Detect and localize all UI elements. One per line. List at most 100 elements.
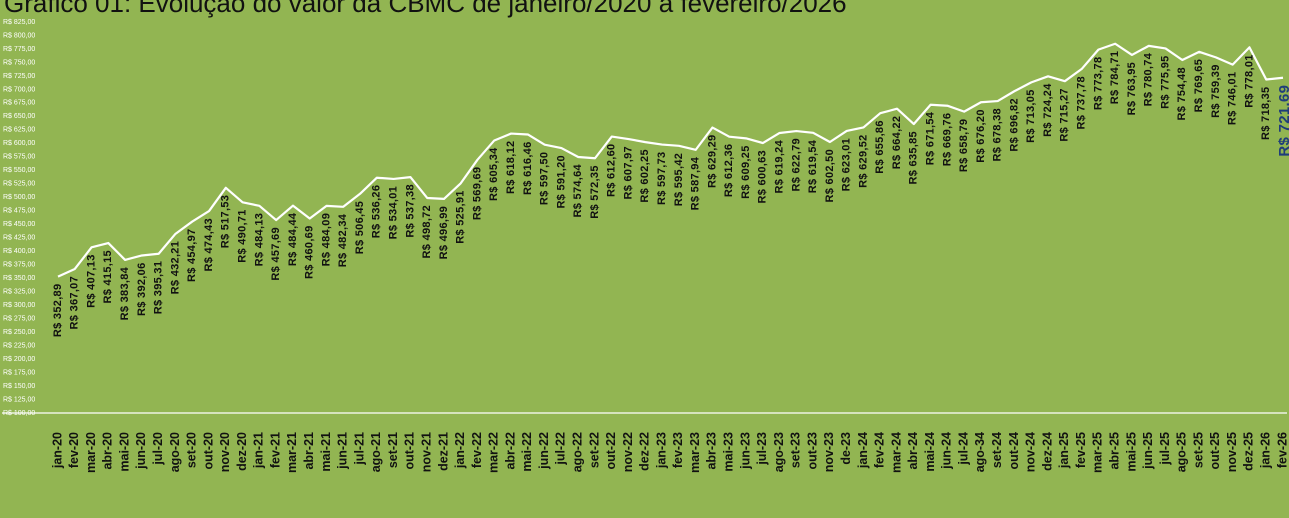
y-tick-label: R$ 775,00	[3, 46, 35, 53]
x-tick-label: jul-21	[352, 432, 366, 466]
data-label: R$ 597,50	[539, 152, 551, 205]
data-label: R$ 607,97	[622, 146, 634, 199]
y-tick-label: R$ 275,00	[3, 315, 35, 322]
x-tick-label: nov-20	[218, 432, 232, 472]
x-tick-label: jan-21	[252, 432, 266, 469]
x-tick-label: out-22	[604, 432, 618, 470]
x-tick-label: mar-20	[84, 432, 98, 473]
y-tick-label: R$ 150,00	[3, 383, 35, 390]
y-tick-label: R$ 525,00	[3, 181, 35, 188]
data-label: R$ 763,95	[1126, 62, 1138, 115]
data-label: R$ 496,99	[438, 206, 450, 259]
x-tick-label: abr-20	[101, 432, 115, 470]
y-tick-label: R$ 550,00	[3, 167, 35, 174]
data-label: R$ 737,78	[1076, 76, 1088, 129]
data-label: R$ 773,78	[1092, 57, 1104, 110]
data-label: R$ 618,12	[505, 141, 517, 194]
data-label: R$ 534,01	[388, 186, 400, 239]
x-tick-label: fev-22	[470, 432, 484, 468]
x-tick-label: mai-25	[1124, 432, 1138, 472]
data-label: R$ 602,25	[639, 149, 651, 202]
data-label: R$ 595,42	[673, 153, 685, 206]
x-tick-label: de-23	[839, 432, 853, 465]
data-label: R$ 754,48	[1176, 67, 1188, 120]
x-tick-label: nov-24	[1024, 432, 1038, 472]
data-label: R$ 696,82	[1008, 98, 1020, 151]
y-tick-label: R$ 225,00	[3, 342, 35, 349]
x-tick-label: dez-24	[1040, 432, 1054, 471]
x-tick-label: mai-20	[117, 432, 131, 472]
x-tick-label: ago-22	[571, 432, 585, 472]
y-tick-label: R$ 250,00	[3, 329, 35, 336]
data-label: R$ 619,54	[807, 139, 819, 193]
x-tick-label: jun-24	[940, 432, 954, 470]
x-tick-label: fev-24	[873, 432, 887, 468]
x-tick-label: jan-20	[50, 432, 64, 469]
data-label: R$ 457,69	[270, 227, 282, 280]
x-tick-label: ago-34	[973, 432, 987, 472]
y-tick-label: R$ 400,00	[3, 248, 35, 255]
data-label: R$ 498,72	[421, 205, 433, 258]
data-label: R$ 612,36	[723, 144, 735, 197]
data-label: R$ 629,29	[706, 135, 718, 188]
x-tick-label: nov-23	[822, 432, 836, 472]
x-tick-label: fev-23	[671, 432, 685, 468]
x-tick-label: set-25	[1191, 432, 1205, 468]
data-label: R$ 597,73	[656, 152, 668, 205]
x-tick-label: mar-24	[889, 432, 903, 473]
x-tick-label: mar-23	[688, 432, 702, 473]
x-tick-label: jun-23	[738, 432, 752, 470]
y-tick-label: R$ 625,00	[3, 127, 35, 134]
x-tick-label: abr-21	[302, 432, 316, 470]
data-label: R$ 569,69	[471, 167, 483, 220]
x-tick-label: jan-26	[1259, 432, 1273, 469]
y-tick-label: R$ 500,00	[3, 194, 35, 201]
x-tick-label: set-23	[789, 432, 803, 468]
y-tick-label: R$ 350,00	[3, 275, 35, 282]
data-label: R$ 383,84	[119, 266, 131, 320]
data-label: R$ 623,01	[841, 138, 853, 191]
data-label: R$ 506,45	[354, 201, 366, 254]
y-tick-label: R$ 725,00	[3, 73, 35, 80]
y-tick-label: R$ 600,00	[3, 140, 35, 147]
y-tick-label: R$ 125,00	[3, 396, 35, 403]
x-tick-label: nov-21	[419, 432, 433, 472]
data-label: R$ 616,46	[522, 141, 534, 194]
x-tick-label: out-24	[1007, 432, 1021, 470]
data-label: R$ 629,52	[857, 134, 869, 187]
y-tick-label: R$ 325,00	[3, 288, 35, 295]
y-tick-label: R$ 800,00	[3, 32, 35, 39]
data-label: R$ 676,20	[975, 109, 987, 162]
x-tick-label: mar-21	[285, 432, 299, 473]
data-label: R$ 484,44	[287, 212, 299, 266]
data-label: R$ 490,71	[236, 209, 248, 262]
x-tick-label: abr-22	[503, 432, 517, 470]
y-tick-label: R$ 425,00	[3, 235, 35, 242]
data-label: R$ 718,35	[1260, 87, 1272, 140]
data-label: R$ 536,26	[371, 185, 383, 238]
y-tick-label: R$ 200,00	[3, 356, 35, 363]
data-label: R$ 778,01	[1243, 54, 1255, 107]
data-label: R$ 474,43	[203, 218, 215, 271]
data-label: R$ 352,89	[52, 284, 64, 337]
data-line	[57, 42, 1284, 278]
x-tick-label: mar-25	[1091, 432, 1105, 473]
y-tick-label: R$ 825,00	[3, 19, 35, 26]
y-tick-label: R$ 375,00	[3, 262, 35, 269]
x-tick-label: fev-20	[67, 432, 81, 468]
y-tick-label: R$ 675,00	[3, 100, 35, 107]
x-tick-label: set-21	[386, 432, 400, 468]
data-label: R$ 609,25	[740, 145, 752, 198]
x-tick-label: jun-20	[134, 432, 148, 470]
data-label: R$ 460,69	[304, 225, 316, 278]
data-label: R$ 432,21	[169, 241, 181, 294]
y-tick-label: R$ 175,00	[3, 369, 35, 376]
data-label: R$ 655,86	[874, 120, 886, 173]
data-label: R$ 671,54	[925, 111, 937, 165]
data-label: R$ 784,71	[1109, 51, 1121, 104]
data-label: R$ 619,24	[773, 139, 785, 193]
x-tick-label: jan-23	[654, 432, 668, 469]
data-label: R$ 612,60	[606, 144, 618, 197]
data-label: R$ 759,39	[1210, 64, 1222, 117]
x-tick-label: jan-22	[453, 432, 467, 469]
